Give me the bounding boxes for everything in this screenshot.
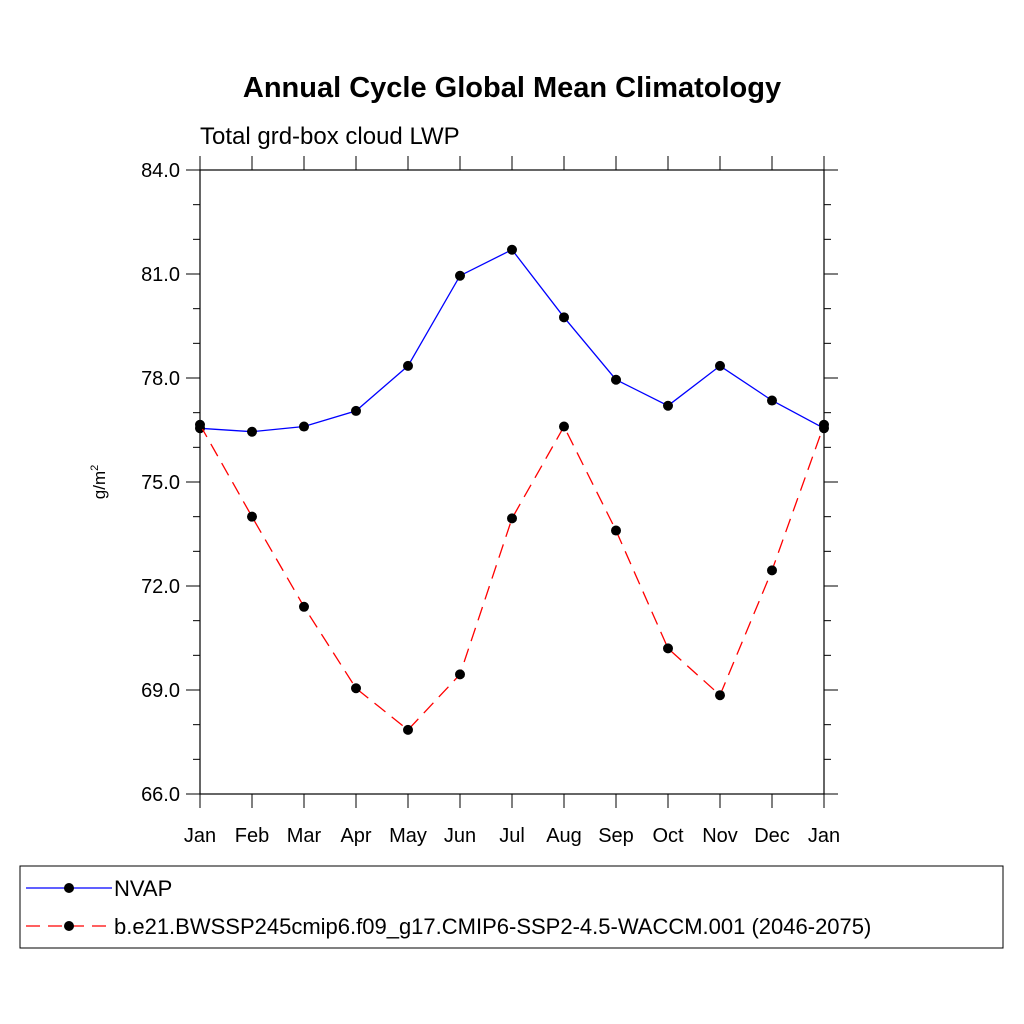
series-1-point <box>663 400 673 411</box>
series-2-point <box>455 669 465 680</box>
series-2-point <box>195 419 205 430</box>
series-1-point <box>247 426 257 437</box>
x-tick-label: Jul <box>499 825 525 847</box>
series-2-point <box>351 683 361 694</box>
x-tick-label: Oct <box>652 825 684 847</box>
y-tick-label: 81.0 <box>141 264 180 286</box>
series-2-point <box>403 724 413 735</box>
series-2-point <box>819 419 829 430</box>
series-2-point <box>767 565 777 576</box>
series-2-point <box>715 690 725 701</box>
series-2-point <box>507 513 517 524</box>
x-axis: Jan Feb Mar Apr May Jun Jul Aug Sep Oct Nov Dec Jan <box>184 156 840 847</box>
series-1-point <box>715 360 725 371</box>
x-tick-label: Jan <box>808 825 840 847</box>
series-1-point <box>299 421 309 432</box>
y-tick-label: 72.0 <box>141 576 180 598</box>
y-tick-label: 75.0 <box>141 472 180 494</box>
series-2-point <box>663 643 673 654</box>
series-2-point <box>611 525 621 536</box>
x-tick-label: Apr <box>340 825 371 847</box>
series-2-point <box>247 511 257 522</box>
series-line-1 <box>199 248 825 433</box>
series-2-point <box>559 421 569 432</box>
y-axis: 84.0 81.0 78.0 75.0 72.0 69.0 66.0 <box>141 160 838 806</box>
plot-frame <box>199 169 825 795</box>
x-tick-label: Jun <box>444 825 476 847</box>
x-tick-label: Feb <box>235 825 269 847</box>
series-layer <box>195 244 829 735</box>
x-tick-label: Mar <box>287 825 322 847</box>
y-tick-label: 84.0 <box>141 160 180 182</box>
series-1-point <box>351 405 361 416</box>
x-tick-label: Sep <box>598 825 634 847</box>
legend-box <box>19 865 1004 949</box>
series-1-point <box>455 270 465 281</box>
series-1-point <box>403 360 413 371</box>
y-tick-label: 66.0 <box>141 784 180 806</box>
series-1-point <box>559 312 569 323</box>
series-1-point <box>767 395 777 406</box>
x-tick-label: Aug <box>546 825 582 847</box>
x-tick-label: Dec <box>754 825 790 847</box>
legend-marker-1 <box>64 883 74 893</box>
legend-marker-2 <box>64 921 74 931</box>
y-axis-label: g/m2 <box>89 465 109 499</box>
chart-subtitle: Total grd-box cloud LWP <box>200 123 460 150</box>
x-tick-label: May <box>389 825 427 847</box>
y-axis-label-exponent: 2 <box>89 465 101 471</box>
series-2-point <box>299 601 309 612</box>
chart-title: Annual Cycle Global Mean Climatology <box>243 72 781 104</box>
series-1-point <box>611 374 621 385</box>
x-tick-label: Nov <box>702 825 738 847</box>
legend-label-1: NVAP <box>114 876 172 901</box>
x-tick-label: Jan <box>184 825 216 847</box>
series-line-2 <box>199 424 825 731</box>
y-tick-label: 78.0 <box>141 368 180 390</box>
series-1-point <box>507 244 517 255</box>
legend-label-2: b.e21.BWSSP245cmip6.f09_g17.CMIP6-SSP2-4… <box>114 914 871 939</box>
legend: NVAP b.e21.BWSSP245cmip6.f09_g17.CMIP6-SS… <box>26 876 871 939</box>
y-tick-label: 69.0 <box>141 680 180 702</box>
y-axis-label-unit: g/m <box>90 471 109 499</box>
